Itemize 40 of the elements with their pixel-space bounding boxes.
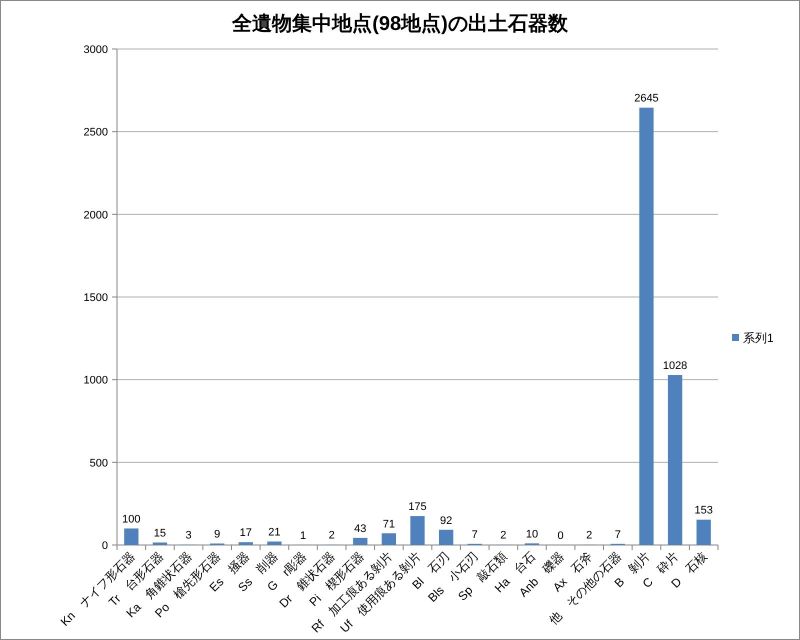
bar <box>438 530 454 545</box>
y-tick-label: 0 <box>102 540 108 552</box>
y-tick-label: 2000 <box>84 209 108 222</box>
bar <box>639 108 654 545</box>
y-tick-label: 3000 <box>84 44 108 56</box>
bar <box>382 533 396 545</box>
y-tick-label: 500 <box>90 457 108 470</box>
data-label: 2 <box>328 530 335 542</box>
data-label: 7 <box>472 528 478 541</box>
data-label: 2 <box>586 530 592 542</box>
data-label: 7 <box>614 528 621 541</box>
y-tick-label: 1500 <box>84 292 108 304</box>
bar <box>696 520 711 545</box>
data-label: 15 <box>154 528 166 540</box>
bar <box>668 375 682 545</box>
data-label: 1 <box>300 530 306 542</box>
bar <box>124 528 138 545</box>
data-label: 2645 <box>634 92 659 105</box>
bar <box>267 542 282 545</box>
data-label: 10 <box>526 528 538 540</box>
y-tick-label: 1000 <box>84 374 108 387</box>
data-label: 17 <box>240 527 252 540</box>
legend-label: 系列1 <box>743 331 774 345</box>
bar <box>353 538 368 545</box>
data-label: 21 <box>268 526 281 539</box>
data-label: 1028 <box>662 360 688 372</box>
bar <box>238 542 253 545</box>
data-label: 92 <box>440 514 452 527</box>
data-label: 3 <box>185 530 192 542</box>
data-label: 71 <box>382 518 396 530</box>
data-label: 175 <box>408 501 427 514</box>
y-tick-label: 2500 <box>84 126 108 139</box>
data-label: 2 <box>500 530 506 542</box>
bar <box>410 516 425 545</box>
data-label: 153 <box>694 504 713 517</box>
chart-title: 全遺物集中地点(98地点)の出土石器数 <box>231 13 569 35</box>
data-label: 9 <box>214 528 220 541</box>
data-label: 43 <box>354 522 366 535</box>
data-label: 100 <box>122 513 140 526</box>
data-label: 0 <box>558 530 564 542</box>
